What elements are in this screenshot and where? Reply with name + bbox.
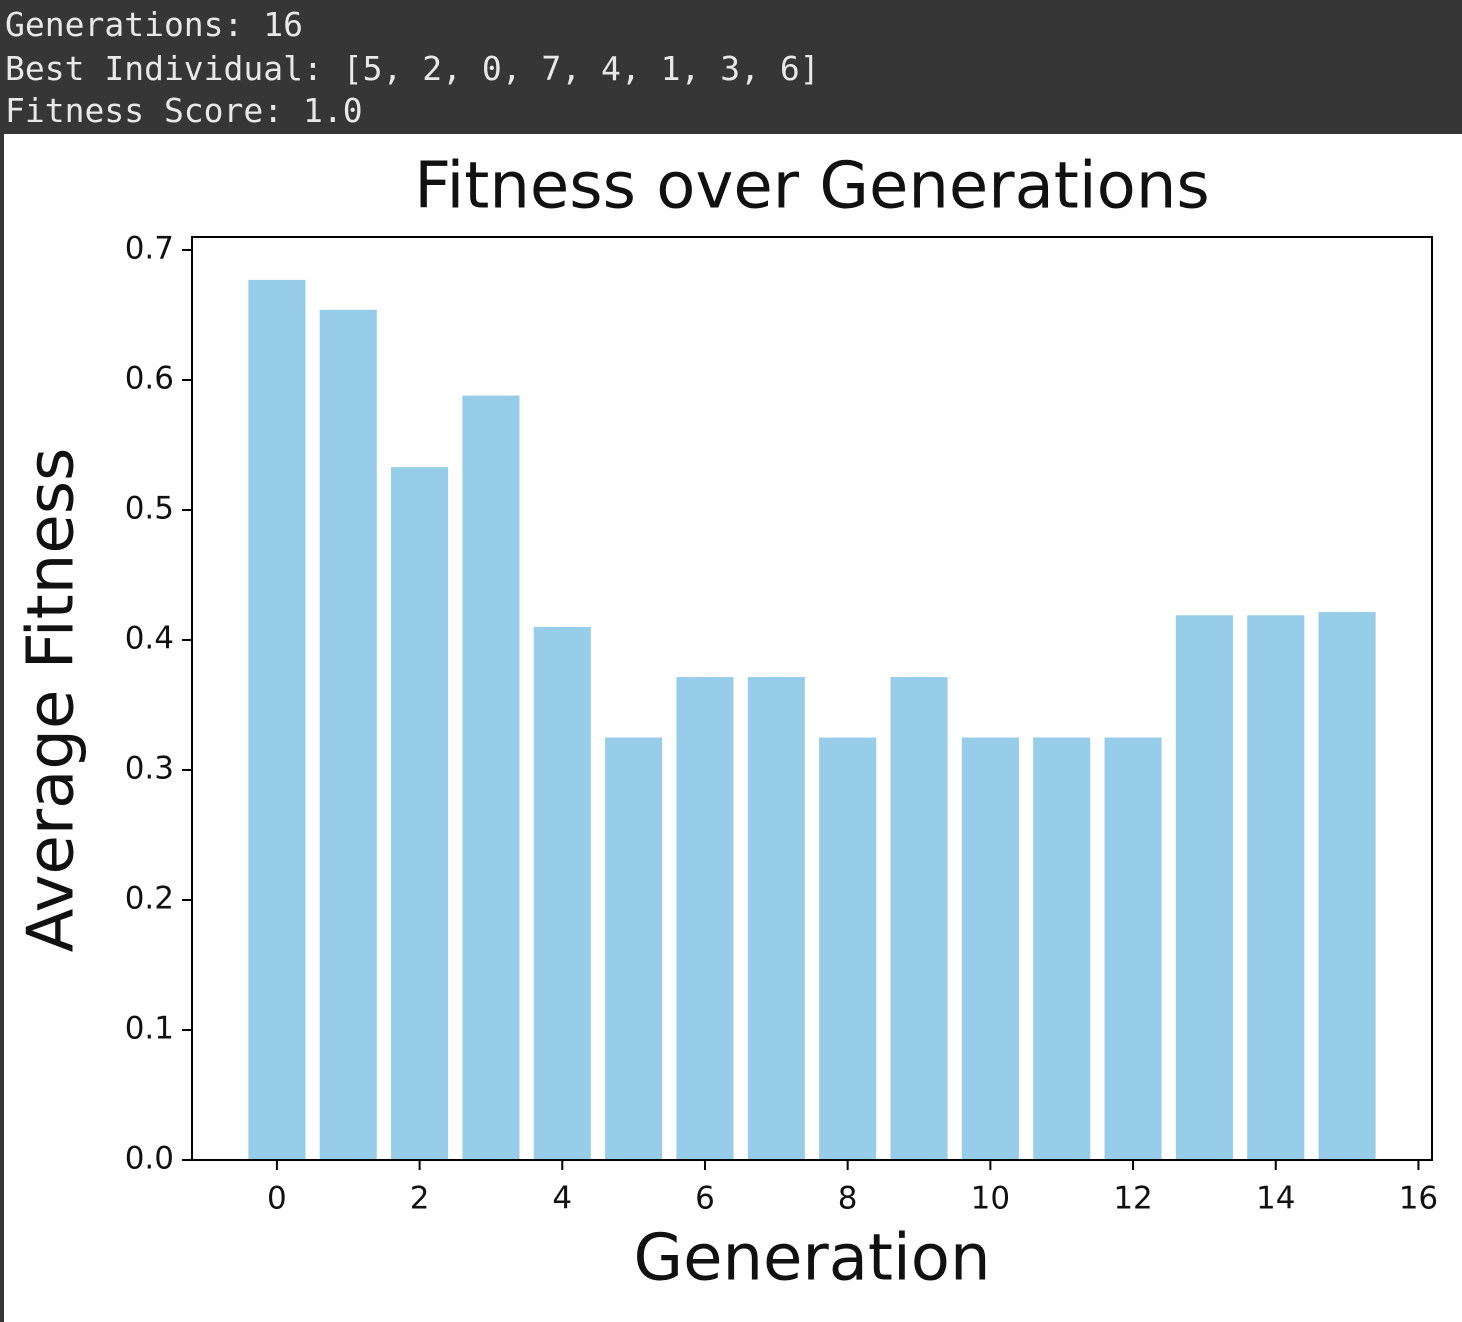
x-tick-label: 0 xyxy=(267,1181,287,1217)
console-line: Fitness Score: 1.0 xyxy=(5,91,363,130)
y-tick-label: 0.3 xyxy=(125,751,174,787)
y-tick-label: 0.7 xyxy=(125,231,174,267)
frame-edge xyxy=(0,134,4,1322)
chart-title: Fitness over Generations xyxy=(414,150,1209,224)
bar xyxy=(676,677,734,1160)
bar xyxy=(819,737,877,1160)
bar xyxy=(1247,615,1305,1160)
y-tick-label: 0.2 xyxy=(125,881,174,917)
bar xyxy=(961,737,1019,1160)
bar xyxy=(1104,737,1162,1160)
bar xyxy=(747,677,805,1160)
x-tick-label: 2 xyxy=(410,1181,430,1217)
bar xyxy=(1033,737,1091,1160)
y-tick-label: 0.1 xyxy=(125,1011,174,1047)
bar xyxy=(319,309,377,1160)
bar xyxy=(605,737,663,1160)
plot-frame xyxy=(191,236,1433,1161)
console-output: Generations: 16 Best Individual: [5, 2, … xyxy=(0,0,1462,134)
x-tick-label: 6 xyxy=(695,1181,715,1217)
x-tick-label: 8 xyxy=(838,1181,858,1217)
y-tick-label: 0.4 xyxy=(125,621,174,657)
x-tick-label: 14 xyxy=(1256,1181,1295,1217)
bar xyxy=(391,467,449,1161)
y-tick-label: 0.0 xyxy=(125,1141,174,1177)
x-tick-label: 16 xyxy=(1399,1181,1438,1217)
x-axis-label: Generation xyxy=(633,1222,990,1296)
bar xyxy=(890,677,948,1160)
bar xyxy=(1175,615,1233,1160)
bar xyxy=(462,395,520,1161)
bar xyxy=(1318,612,1376,1160)
x-tick-label: 4 xyxy=(552,1181,572,1217)
bar xyxy=(248,279,306,1160)
console-line: Generations: 16 xyxy=(5,5,304,44)
bar xyxy=(533,627,591,1160)
y-axis-label: Average Fitness xyxy=(15,448,89,953)
y-tick-label: 0.5 xyxy=(125,491,174,527)
y-tick-label: 0.6 xyxy=(125,361,174,397)
console-line: Best Individual: [5, 2, 0, 7, 4, 1, 3, 6… xyxy=(5,49,820,88)
x-tick-label: 12 xyxy=(1113,1181,1152,1217)
x-tick-label: 10 xyxy=(971,1181,1010,1217)
